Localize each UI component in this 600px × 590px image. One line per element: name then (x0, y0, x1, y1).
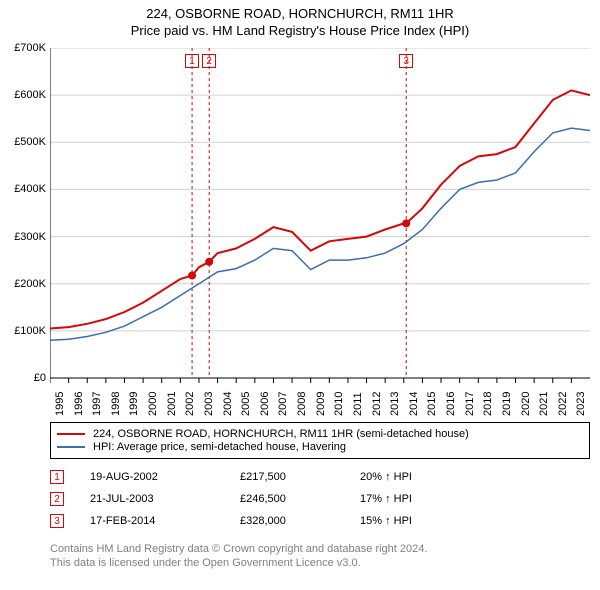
x-axis-label: 2008 (296, 392, 308, 416)
y-axis-label: £400K (2, 183, 46, 195)
x-axis-label: 2022 (557, 392, 569, 416)
y-axis-label: £300K (2, 231, 46, 243)
title-address: 224, OSBORNE ROAD, HORNCHURCH, RM11 1HR (0, 6, 600, 21)
footer-line2: This data is licensed under the Open Gov… (50, 556, 590, 570)
chart-plot-area: £0£100K£200K£300K£400K£500K£600K£700K199… (50, 48, 590, 378)
x-axis-label: 2015 (426, 392, 438, 416)
x-axis-label: 2003 (203, 392, 215, 416)
legend-item-hpi: HPI: Average price, semi-detached house,… (57, 441, 583, 453)
sale-marker-1: 1 (50, 470, 64, 484)
x-axis-label: 2007 (277, 392, 289, 416)
x-axis-label: 2001 (166, 392, 178, 416)
sale-price: £328,000 (240, 515, 360, 527)
titles: 224, OSBORNE ROAD, HORNCHURCH, RM11 1HR … (0, 0, 600, 38)
x-axis-label: 2012 (371, 392, 383, 416)
x-axis-label: 2004 (222, 392, 234, 416)
sale-delta: 15% ↑ HPI (360, 515, 480, 527)
sale-delta: 17% ↑ HPI (360, 493, 480, 505)
x-axis-label: 2018 (482, 392, 494, 416)
series-line-property (50, 90, 590, 328)
y-axis-label: £700K (2, 42, 46, 54)
chart-svg (50, 48, 590, 386)
legend-label-hpi: HPI: Average price, semi-detached house,… (93, 441, 346, 453)
y-axis-label: £200K (2, 278, 46, 290)
x-axis-label: 2002 (184, 392, 196, 416)
y-axis-label: £500K (2, 136, 46, 148)
legend-swatch-hpi (57, 446, 85, 448)
legend-swatch-property (57, 433, 85, 435)
x-axis-label: 2006 (259, 392, 271, 416)
sales-row: 1 19-AUG-2002 £217,500 20% ↑ HPI (50, 466, 590, 488)
footer-line1: Contains HM Land Registry data © Crown c… (50, 542, 590, 556)
x-axis-label: 2009 (315, 392, 327, 416)
y-axis-label: £0 (2, 372, 46, 384)
y-axis-label: £100K (2, 325, 46, 337)
x-axis-label: 2005 (240, 392, 252, 416)
x-axis-label: 2016 (445, 392, 457, 416)
y-axis-label: £600K (2, 89, 46, 101)
chart-container: 224, OSBORNE ROAD, HORNCHURCH, RM11 1HR … (0, 0, 600, 590)
sale-date: 19-AUG-2002 (90, 471, 240, 483)
legend: 224, OSBORNE ROAD, HORNCHURCH, RM11 1HR … (50, 422, 590, 459)
x-axis-label: 1996 (73, 392, 85, 416)
x-axis-label: 1997 (91, 392, 103, 416)
x-axis-label: 1995 (54, 392, 66, 416)
sale-date: 21-JUL-2003 (90, 493, 240, 505)
x-axis-label: 2013 (389, 392, 401, 416)
sales-row: 2 21-JUL-2003 £246,500 17% ↑ HPI (50, 488, 590, 510)
x-axis-label: 1998 (110, 392, 122, 416)
sale-marker-3: 3 (50, 514, 64, 528)
sale-delta: 20% ↑ HPI (360, 471, 480, 483)
x-axis-label: 2019 (501, 392, 513, 416)
x-axis-label: 2021 (538, 392, 550, 416)
footer: Contains HM Land Registry data © Crown c… (50, 542, 590, 571)
sale-marker-2: 2 (50, 492, 64, 506)
sale-price: £217,500 (240, 471, 360, 483)
sale-price: £246,500 (240, 493, 360, 505)
sales-table: 1 19-AUG-2002 £217,500 20% ↑ HPI 2 21-JU… (50, 466, 590, 532)
x-axis-label: 2020 (520, 392, 532, 416)
x-axis-label: 2023 (575, 392, 587, 416)
legend-label-property: 224, OSBORNE ROAD, HORNCHURCH, RM11 1HR … (93, 428, 469, 440)
x-axis-label: 2010 (333, 392, 345, 416)
sales-row: 3 17-FEB-2014 £328,000 15% ↑ HPI (50, 510, 590, 532)
sale-date: 17-FEB-2014 (90, 515, 240, 527)
title-subtitle: Price paid vs. HM Land Registry's House … (0, 23, 600, 38)
x-axis-label: 1999 (128, 392, 140, 416)
legend-item-property: 224, OSBORNE ROAD, HORNCHURCH, RM11 1HR … (57, 428, 583, 440)
x-axis-label: 2014 (408, 392, 420, 416)
x-axis-label: 2000 (147, 392, 159, 416)
x-axis-label: 2011 (352, 392, 364, 416)
x-axis-label: 2017 (464, 392, 476, 416)
